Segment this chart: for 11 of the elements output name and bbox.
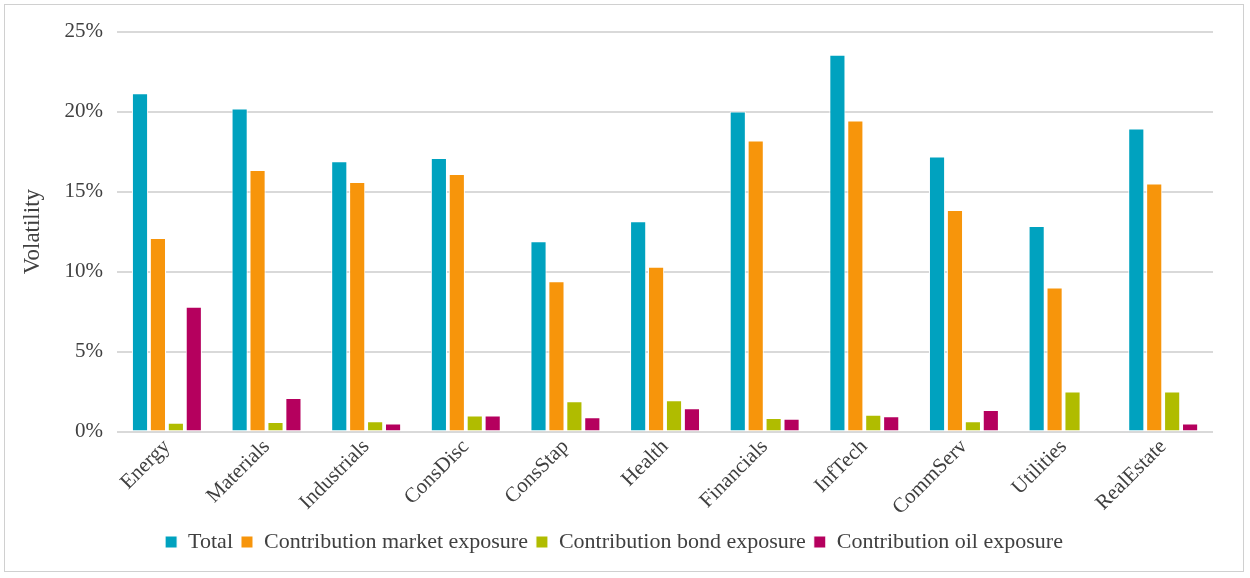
legend-label: Contribution oil exposure — [836, 527, 1063, 553]
y-tick-label: 15% — [64, 178, 104, 203]
y-tick-label: 20% — [64, 98, 104, 123]
y-axis-title: Volatility — [18, 188, 44, 275]
y-tick-label: 0% — [75, 418, 104, 443]
y-tick-label: 25% — [64, 18, 104, 43]
legend-label: Contribution market exposure — [263, 527, 528, 553]
y-tick-label: 5% — [75, 338, 104, 363]
legend-label: Contribution bond exposure — [558, 527, 806, 553]
legend-label: Total — [188, 527, 234, 553]
y-tick-label: 10% — [64, 258, 104, 283]
